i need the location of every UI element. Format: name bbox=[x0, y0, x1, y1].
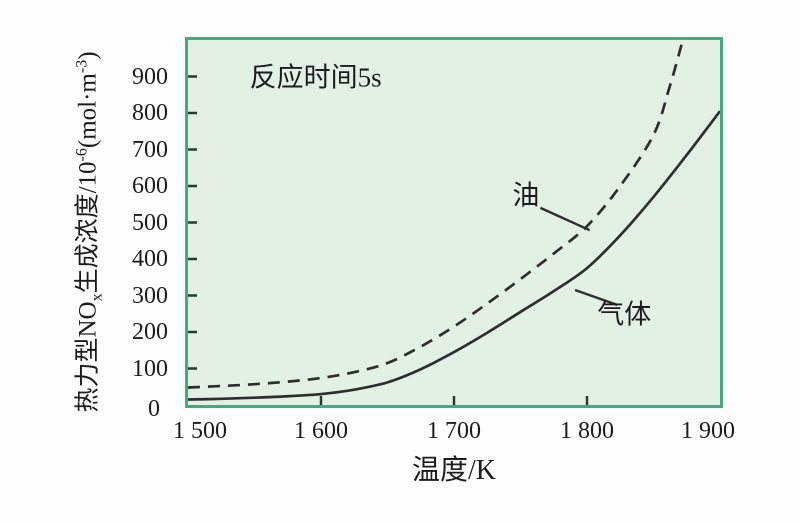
series-label-leader-line bbox=[574, 288, 618, 307]
y-tick-label: 600 bbox=[132, 173, 168, 199]
x-tick-label: 1 500 bbox=[173, 418, 227, 444]
y-tick-label: 500 bbox=[132, 209, 168, 236]
x-tick-label: 1 800 bbox=[560, 418, 614, 444]
curve-oil bbox=[188, 40, 685, 389]
x-tick-label: 1 900 bbox=[681, 418, 735, 444]
y-tick-label: 400 bbox=[132, 246, 168, 272]
y-tick-label: 200 bbox=[132, 319, 168, 345]
y-axis-title-part: ) bbox=[74, 51, 102, 60]
series-label-leader-line bbox=[539, 206, 591, 232]
x-axis-title: 温度/K bbox=[411, 455, 497, 486]
x-tick-label: 1 700 bbox=[427, 418, 481, 444]
curve-gas bbox=[188, 110, 720, 401]
y-tick-label: 300 bbox=[132, 282, 168, 309]
x-tick-label: 1 600 bbox=[294, 418, 348, 444]
y-tick-label: 900 bbox=[132, 63, 168, 90]
series-label: 气体 bbox=[597, 299, 652, 330]
y-tick-label: 0 bbox=[148, 396, 160, 422]
y-tick-label: 100 bbox=[132, 355, 168, 382]
series-label: 油 bbox=[512, 180, 540, 211]
y-tick-label: 800 bbox=[132, 100, 168, 126]
y-tick-label: 700 bbox=[132, 136, 168, 163]
annotation-reaction-time: 反应时间5s bbox=[249, 62, 382, 93]
plot-svg bbox=[188, 40, 720, 405]
plot-area: 反应时间5s 油气体 bbox=[185, 37, 723, 408]
